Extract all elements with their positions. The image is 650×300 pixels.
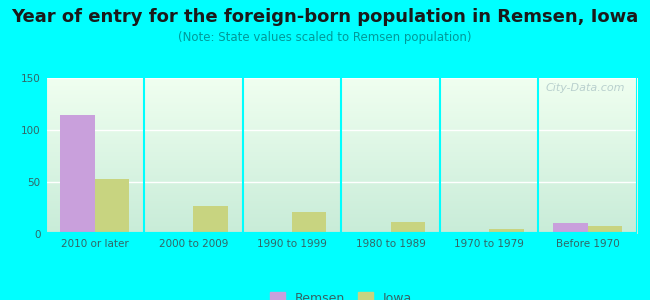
Bar — [553, 223, 588, 234]
Text: Year of entry for the foreign-born population in Remsen, Iowa: Year of entry for the foreign-born popul… — [12, 8, 638, 26]
Bar — [194, 206, 228, 234]
Bar — [489, 229, 524, 234]
Bar — [391, 221, 425, 234]
Text: (Note: State values scaled to Remsen population): (Note: State values scaled to Remsen pop… — [178, 32, 472, 44]
Bar — [60, 116, 95, 234]
Bar — [588, 226, 622, 234]
Bar — [292, 212, 326, 234]
Bar — [95, 179, 129, 234]
Legend: Remsen, Iowa: Remsen, Iowa — [265, 287, 417, 300]
Text: City-Data.com: City-Data.com — [545, 83, 625, 93]
